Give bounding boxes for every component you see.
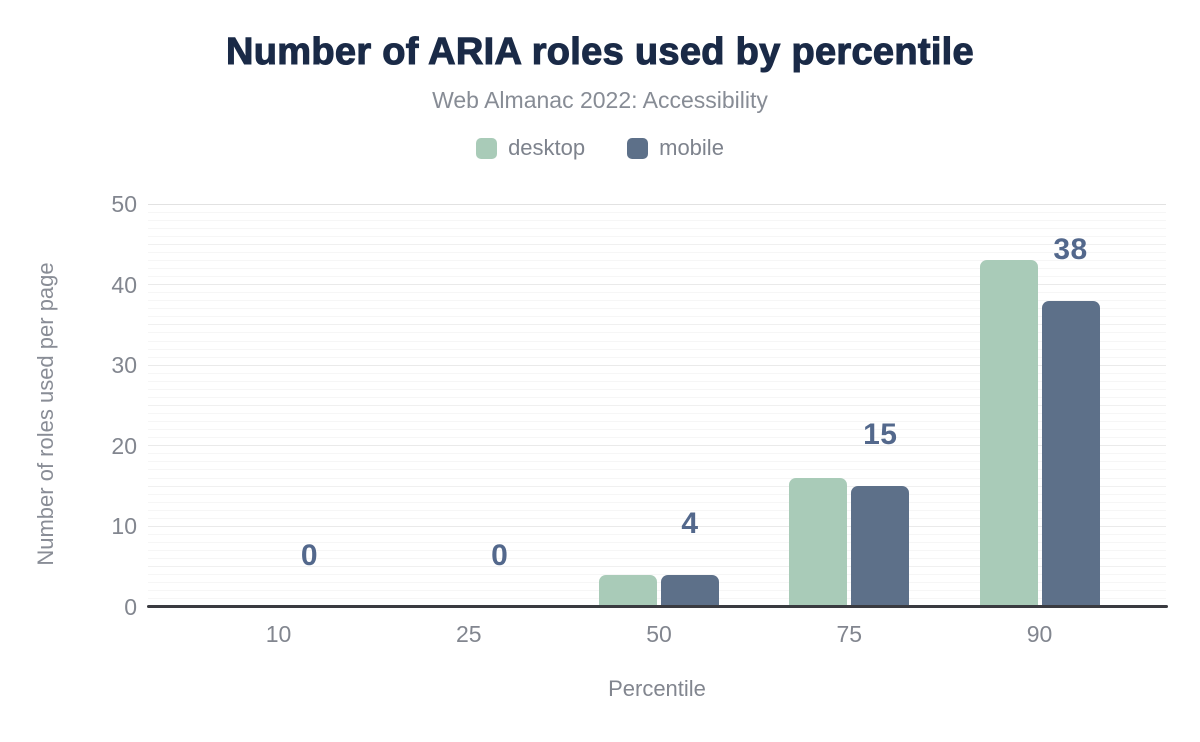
gridline bbox=[148, 251, 1166, 253]
gridline bbox=[148, 566, 1166, 568]
gridline bbox=[148, 453, 1166, 455]
chart-subtitle: Web Almanac 2022: Accessibility bbox=[432, 87, 768, 113]
bar-mobile-p75[interactable] bbox=[851, 486, 910, 607]
bar-mobile-p50[interactable] bbox=[661, 574, 719, 607]
y-tick-30: 30 bbox=[111, 352, 137, 379]
gridline bbox=[148, 364, 1166, 366]
gridline bbox=[148, 284, 1166, 286]
gridline bbox=[148, 259, 1166, 261]
x-axis-ticks: 10 25 50 75 90 bbox=[148, 621, 1166, 651]
gridline bbox=[148, 348, 1166, 350]
x-tick-75: 75 bbox=[836, 621, 863, 647]
gridline bbox=[148, 308, 1166, 310]
gridline bbox=[148, 445, 1166, 447]
x-tick-50: 50 bbox=[646, 621, 672, 647]
gridline bbox=[148, 574, 1166, 576]
gridline bbox=[148, 509, 1166, 511]
x-tick-25: 25 bbox=[455, 621, 482, 647]
gridline bbox=[148, 533, 1166, 535]
x-tick-10: 10 bbox=[265, 621, 292, 647]
gridline bbox=[148, 380, 1166, 382]
gridline bbox=[148, 211, 1166, 213]
gridline bbox=[148, 203, 1166, 205]
gridline bbox=[148, 276, 1166, 278]
gridline bbox=[148, 501, 1166, 503]
legend-item-mobile[interactable]: mobile bbox=[627, 135, 724, 161]
gridline bbox=[148, 340, 1166, 342]
gridline bbox=[148, 324, 1166, 326]
gridline bbox=[148, 219, 1166, 221]
x-tick-90: 90 bbox=[1026, 621, 1053, 647]
gridline bbox=[148, 517, 1166, 519]
y-axis-title: Number of roles used per page bbox=[33, 262, 58, 566]
legend-label-mobile: mobile bbox=[659, 135, 724, 160]
legend-item-desktop[interactable]: desktop bbox=[476, 135, 585, 161]
bar-mobile-p90[interactable] bbox=[1041, 300, 1100, 607]
gridline bbox=[148, 469, 1166, 471]
gridline bbox=[148, 598, 1166, 600]
legend-swatch-mobile bbox=[627, 137, 649, 159]
gridline bbox=[148, 405, 1166, 406]
gridline bbox=[148, 332, 1166, 334]
gridline bbox=[148, 437, 1166, 439]
gridline bbox=[148, 542, 1166, 544]
data-label-p90: 38 bbox=[1053, 232, 1088, 266]
gridline bbox=[148, 558, 1166, 560]
plot-area: 0 0 4 15 38 bbox=[148, 203, 1166, 607]
bar-desktop-p75[interactable] bbox=[789, 478, 848, 607]
y-tick-20: 20 bbox=[111, 432, 137, 459]
data-label-p10: 0 bbox=[300, 539, 319, 572]
y-tick-40: 40 bbox=[111, 271, 137, 298]
legend-label-desktop: desktop bbox=[508, 135, 586, 160]
y-tick-0: 0 bbox=[124, 594, 137, 620]
chart-header: Number of ARIA roles used by percentile … bbox=[0, 0, 1200, 161]
x-axis-title: Percentile bbox=[608, 676, 706, 701]
y-tick-50: 50 bbox=[111, 191, 137, 217]
gridline bbox=[148, 485, 1166, 487]
x-axis-line bbox=[147, 605, 1168, 608]
gridline bbox=[148, 582, 1166, 584]
gridline bbox=[148, 356, 1166, 358]
gridline bbox=[148, 316, 1166, 318]
gridline bbox=[148, 493, 1166, 495]
gridline bbox=[148, 372, 1166, 374]
data-label-p75: 15 bbox=[863, 418, 898, 452]
gridline bbox=[148, 413, 1166, 415]
gridline bbox=[148, 243, 1166, 245]
gridline bbox=[148, 300, 1166, 302]
gridline bbox=[148, 550, 1166, 552]
y-tick-10: 10 bbox=[111, 513, 137, 540]
bar-desktop-p50[interactable] bbox=[599, 574, 657, 607]
gridline bbox=[148, 421, 1166, 423]
gridline bbox=[148, 396, 1166, 398]
chart-title: Number of ARIA roles used by percentile bbox=[225, 30, 974, 73]
gridline bbox=[148, 429, 1166, 431]
legend-swatch-desktop bbox=[476, 137, 498, 159]
data-label-p25: 0 bbox=[491, 539, 509, 572]
gridline bbox=[148, 388, 1166, 390]
gridline bbox=[148, 292, 1166, 294]
bar-desktop-p90[interactable] bbox=[979, 260, 1038, 607]
gridline bbox=[148, 461, 1166, 463]
gridline bbox=[148, 590, 1166, 592]
data-label-p50: 4 bbox=[681, 506, 699, 540]
gridline bbox=[148, 525, 1166, 527]
gridline bbox=[148, 477, 1166, 479]
gridline bbox=[148, 227, 1166, 229]
gridline bbox=[148, 267, 1166, 269]
legend: desktop mobile bbox=[0, 135, 1200, 161]
gridline bbox=[148, 235, 1166, 237]
